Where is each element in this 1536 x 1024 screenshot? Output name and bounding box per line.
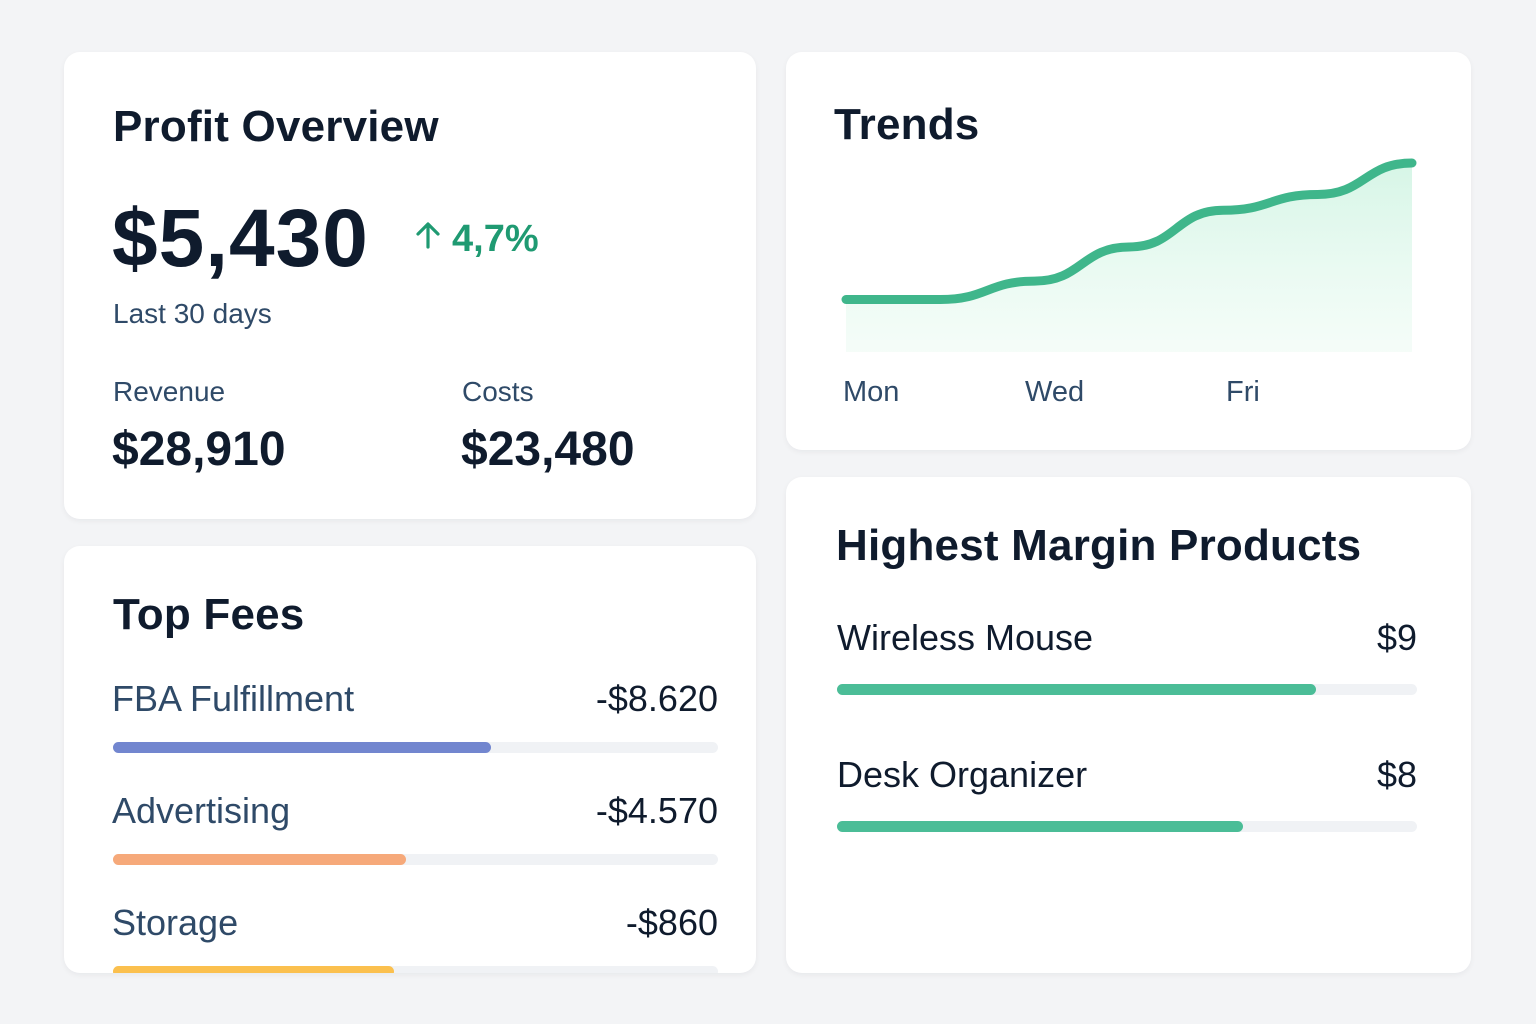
- product-progress-fill: [837, 821, 1243, 832]
- fee-progress-fill: [113, 966, 395, 973]
- top-fees-card: Top Fees FBA Fulfillment -$8.620 Advertisi…: [64, 546, 756, 973]
- profit-change-value: 4,7%: [452, 218, 539, 260]
- fee-progress-track: [113, 854, 718, 865]
- product-progress-track: [837, 684, 1417, 695]
- profit-overview-title: Profit Overview: [113, 102, 439, 151]
- costs-value: $23,480: [461, 423, 635, 476]
- revenue-value: $28,910: [112, 423, 286, 476]
- x-tick-wed: Wed: [1025, 376, 1085, 408]
- profit-value: $5,430: [112, 193, 369, 284]
- product-label: Wireless Mouse: [837, 617, 1094, 658]
- trend-line: [841, 158, 1417, 305]
- revenue-label: Revenue: [113, 376, 226, 407]
- product-margin-value: $8: [1376, 754, 1417, 795]
- product-label: Desk Organizer: [837, 754, 1088, 795]
- highest-margin-title: Highest Margin Products: [836, 521, 1362, 570]
- fee-value: -$860: [625, 902, 718, 943]
- period-label: Last 30 days: [113, 298, 272, 329]
- costs-label: Costs: [462, 376, 534, 407]
- fee-label: Storage: [112, 902, 239, 943]
- fee-progress-fill: [113, 854, 407, 865]
- trends-card: Trends Mon Wed Fri: [786, 52, 1471, 450]
- fee-progress-track: [113, 742, 718, 753]
- product-progress-track: [837, 821, 1417, 832]
- product-margin-value: $9: [1376, 617, 1417, 658]
- x-tick-mon: Mon: [843, 376, 900, 408]
- highest-margin-card: Highest Margin Products Wireless Mouse $9…: [786, 477, 1471, 973]
- top-fees-title: Top Fees: [113, 590, 305, 639]
- trend-area-fill: [846, 163, 1412, 352]
- arrow-up-icon: [412, 218, 444, 261]
- trend-chart: [841, 158, 1417, 352]
- x-tick-fri: Fri: [1226, 376, 1260, 408]
- fee-value: -$8.620: [595, 678, 718, 719]
- trends-title: Trends: [834, 100, 980, 149]
- fee-label: FBA Fulfillment: [112, 678, 355, 719]
- fee-progress-track: [113, 966, 718, 973]
- fee-progress-fill: [113, 742, 492, 753]
- fee-label: Advertising: [112, 790, 291, 831]
- profit-overview-card: Profit Overview $5,430 4,7% Last 30 days…: [64, 52, 756, 519]
- fee-value: -$4.570: [595, 790, 718, 831]
- product-progress-fill: [837, 684, 1316, 695]
- profit-change-badge: 4,7%: [412, 218, 539, 261]
